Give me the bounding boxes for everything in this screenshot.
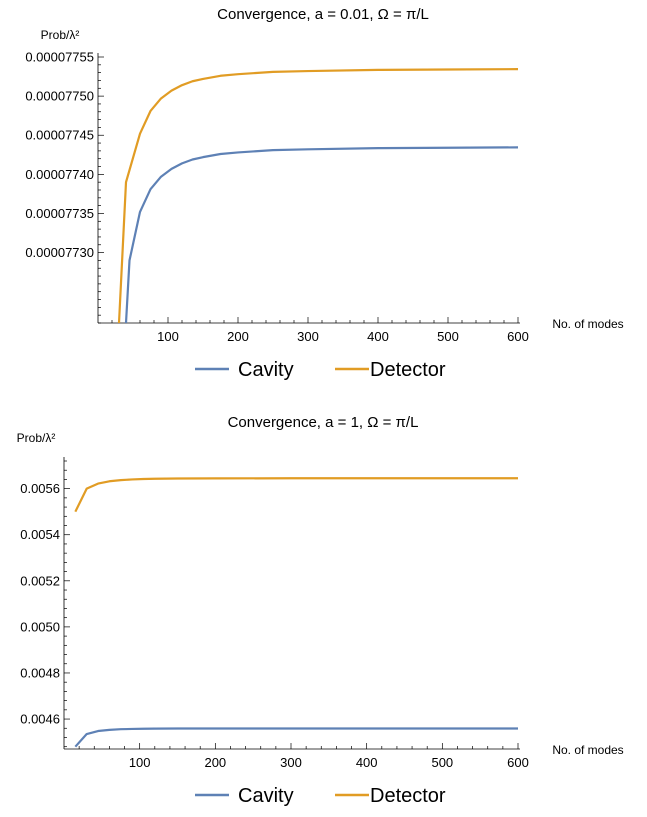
chart-title: Convergence, a = 1, Ω = π/L (228, 414, 419, 431)
x-tick-label: 500 (431, 755, 453, 770)
y-tick-label: 0.0056 (20, 481, 60, 496)
y-axis-label: Prob/λ² (17, 431, 56, 445)
legend: Cavity Detector (195, 359, 446, 381)
legend-label-detector: Detector (370, 785, 446, 807)
y-tick-label: 0.00007745 (25, 128, 94, 143)
series-line-detector (117, 68, 519, 324)
x-tick-label: 100 (129, 755, 151, 770)
x-tick-label: 200 (204, 755, 226, 770)
legend-label-cavity: Cavity (238, 785, 294, 807)
x-tick-label: 500 (437, 329, 459, 344)
chart-title: Convergence, a = 0.01, Ω = π/L (217, 6, 429, 23)
x-tick-label: 600 (507, 329, 529, 344)
x-axis-label: No. of modes (552, 317, 623, 331)
y-tick-label: 0.0048 (20, 665, 60, 680)
x-tick-label: 100 (157, 329, 179, 344)
legend-label-detector: Detector (370, 359, 446, 381)
series-line-cavity (74, 727, 518, 748)
series-line-detector (74, 477, 518, 513)
y-tick-label: 0.00007740 (25, 167, 94, 182)
series-line-cavity (124, 146, 519, 324)
y-tick-label: 0.00007750 (25, 89, 94, 104)
legend-label-cavity: Cavity (238, 359, 294, 381)
x-tick-label: 600 (507, 755, 529, 770)
x-tick-label: 300 (297, 329, 319, 344)
x-tick-label: 400 (356, 755, 378, 770)
chart-2: Convergence, a = 1, Ω = π/L Prob/λ² 100 200… (17, 414, 624, 807)
x-tick-label: 400 (367, 329, 389, 344)
chart-1: Convergence, a = 0.01, Ω = π/L Prob/λ² 100… (25, 6, 623, 381)
y-tick-label: 0.0050 (20, 619, 60, 634)
y-tick-label: 0.0046 (20, 712, 60, 727)
y-tick-label: 0.00007735 (25, 206, 94, 221)
x-tick-label: 200 (227, 329, 249, 344)
y-tick-label: 0.00007730 (25, 245, 94, 260)
y-axis-label: Prob/λ² (41, 28, 80, 42)
y-tick-label: 0.00007755 (25, 50, 94, 65)
legend: Cavity Detector (195, 785, 446, 807)
y-tick-label: 0.0052 (20, 573, 60, 588)
y-tick-label: 0.0054 (20, 527, 60, 542)
x-axis-label: No. of modes (552, 743, 623, 757)
x-tick-label: 300 (280, 755, 302, 770)
